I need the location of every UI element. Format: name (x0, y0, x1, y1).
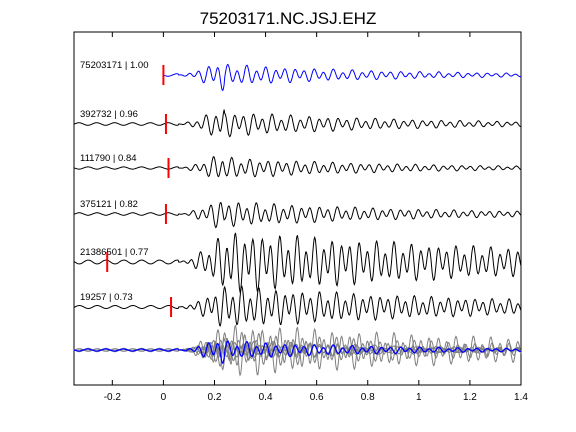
traces-layer (73, 63, 522, 327)
x-tick-label: -0.2 (104, 392, 122, 403)
plot-frame (73, 31, 522, 386)
x-tick-label: 1.4 (514, 392, 528, 403)
x-tick-label: 1 (416, 392, 422, 403)
pick-markers (106, 65, 173, 317)
chart-title: 75203171.NC.JSJ.EHZ (200, 9, 377, 28)
x-tick-label: 0.6 (310, 392, 324, 403)
trace-392732 (73, 109, 522, 138)
stack-trace-19257 (73, 331, 522, 368)
x-tick-label: 0 (161, 392, 167, 403)
trace-75203171 (163, 63, 522, 92)
trace-label-75203171: 75203171 | 1.00 (80, 60, 149, 71)
trace-21386501 (73, 232, 522, 294)
x-tick-label: 1.2 (463, 392, 477, 403)
trace-111790 (73, 156, 522, 178)
x-tick-label: 0.4 (259, 392, 273, 403)
trace-375121 (73, 201, 522, 229)
trace-label-392732: 392732 | 0.96 (80, 109, 138, 120)
trace-label-111790: 111790 | 0.84 (80, 153, 137, 164)
trace-label-19257: 19257 | 0.73 (80, 292, 133, 303)
trace-label-375121: 375121 | 0.82 (80, 199, 138, 210)
trace-label-21386501: 21386501 | 0.77 (80, 247, 149, 258)
trace-19257 (73, 285, 522, 327)
x-tick-label: 0.8 (361, 392, 375, 403)
stack-trace-75203171 (73, 340, 522, 365)
x-axis: -0.2 0 0.2 0.4 0.6 0.8 1 1.2 1.4 (104, 32, 528, 403)
stack-overlay (73, 324, 522, 377)
x-tick-label: 0.2 (208, 392, 222, 403)
trace-labels: 75203171 | 1.00 392732 | 0.96 111790 | 0.8… (80, 60, 149, 303)
